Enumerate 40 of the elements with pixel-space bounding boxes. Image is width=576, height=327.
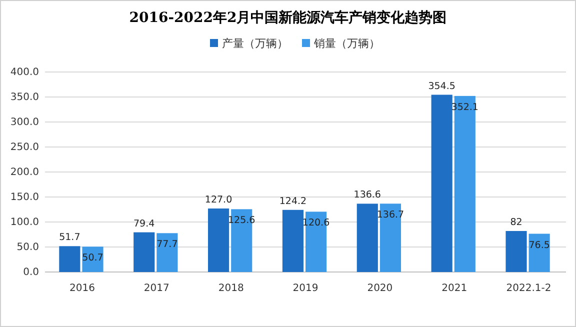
data-label: 77.7 xyxy=(156,239,178,250)
bar xyxy=(431,94,452,272)
data-label: 124.2 xyxy=(279,196,307,207)
y-tick-label: 50.0 xyxy=(16,242,39,254)
bar xyxy=(59,246,80,272)
data-label: 354.5 xyxy=(428,80,456,92)
y-tick-label: 300.0 xyxy=(10,117,39,128)
data-label: 76.5 xyxy=(528,240,550,251)
chart-title: 2016-2022年2月中国新能源汽车产销变化趋势图 xyxy=(129,9,447,26)
data-label: 51.7 xyxy=(59,232,80,244)
bar xyxy=(282,210,304,272)
data-label: 136.6 xyxy=(354,190,381,201)
x-tick-label: 2021 xyxy=(442,283,468,294)
y-tick-label: 100.0 xyxy=(10,217,39,228)
data-label: 79.4 xyxy=(134,218,155,230)
y-tick-label: 150.0 xyxy=(10,192,39,204)
legend-label: 销量（万辆） xyxy=(313,37,380,50)
x-tick-label: 2020 xyxy=(367,283,393,294)
y-tick-label: 0.0 xyxy=(23,267,39,278)
data-label: 127.0 xyxy=(204,194,232,206)
data-label: 50.7 xyxy=(82,252,104,264)
data-label: 82 xyxy=(510,217,522,228)
y-tick-label: 350.0 xyxy=(10,92,39,104)
legend-label: 产量（万辆） xyxy=(222,37,288,50)
x-tick-label: 2016 xyxy=(69,283,95,294)
y-tick-label: 200.0 xyxy=(10,167,39,178)
bar xyxy=(134,232,155,272)
bar xyxy=(506,231,527,272)
x-tick-label: 2018 xyxy=(218,283,244,294)
x-tick-label: 2022.1-2 xyxy=(506,283,552,294)
y-tick-label: 250.0 xyxy=(10,142,39,154)
x-tick-label: 2019 xyxy=(292,283,318,294)
x-tick-label: 2017 xyxy=(144,283,170,294)
bar xyxy=(528,234,550,272)
bar xyxy=(82,246,104,272)
y-tick-label: 400.0 xyxy=(10,67,39,78)
bar xyxy=(356,204,378,272)
bar xyxy=(156,233,178,272)
bar xyxy=(208,208,230,272)
bar xyxy=(454,96,476,272)
